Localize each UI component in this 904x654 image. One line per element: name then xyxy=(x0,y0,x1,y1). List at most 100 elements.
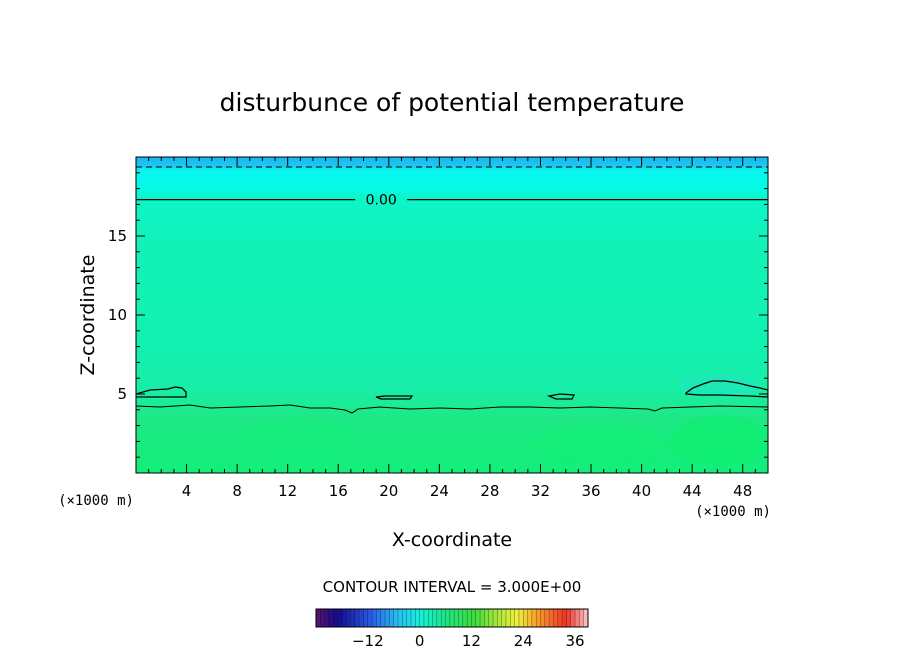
colorbar-cell xyxy=(432,609,438,627)
colorbar-cell xyxy=(328,609,334,627)
x-tick-label: 12 xyxy=(278,482,297,500)
colorbar-cell xyxy=(510,609,515,627)
x-tick-label: 8 xyxy=(232,482,242,500)
colorbar-cell xyxy=(428,609,433,627)
plot-area xyxy=(135,156,769,474)
colorbar xyxy=(315,608,589,628)
z-unit-label: (×1000 m) xyxy=(58,493,134,509)
colorbar-cell xyxy=(454,609,459,627)
contour-island xyxy=(685,380,768,398)
colorbar-cell xyxy=(536,609,541,627)
field-fill xyxy=(136,157,768,473)
colorbar-tick-label: 24 xyxy=(514,632,533,650)
x-tick-label: 40 xyxy=(632,482,651,500)
colorbar-cell xyxy=(484,609,489,627)
warm-blob xyxy=(530,425,670,465)
colorbar-cell xyxy=(380,609,386,627)
cool-blob xyxy=(680,373,760,397)
x-tick-labels: 4 8 12 16 20 24 28 32 36 40 44 48 xyxy=(182,482,752,500)
colorbar-cell xyxy=(415,609,420,627)
colorbar-cell xyxy=(389,609,394,627)
contour-lower-boundary xyxy=(136,404,768,414)
colorbar-cell xyxy=(514,609,520,627)
colorbar-cell xyxy=(341,609,347,627)
axis-ticks xyxy=(136,157,768,473)
y-tick-label: 5 xyxy=(117,385,127,403)
colorbar-cell xyxy=(449,609,455,627)
contour-island xyxy=(375,395,414,400)
colorbar-cell xyxy=(346,609,351,627)
colorbar-cell xyxy=(354,609,360,627)
colorbar-cell xyxy=(333,609,338,627)
colorbar-cell xyxy=(553,609,558,627)
x-tick-label: 28 xyxy=(480,482,499,500)
contour-island xyxy=(136,386,187,398)
colorbar-tick-label: 0 xyxy=(415,632,425,650)
colorbar-cell xyxy=(518,609,524,627)
colorbar-tick-label: 12 xyxy=(462,632,481,650)
colorbar-cell xyxy=(583,609,589,627)
colorbar-cell xyxy=(458,609,463,627)
contour-lines xyxy=(136,166,768,414)
y-axis-label: Z-coordinate xyxy=(77,255,99,376)
colorbar-tick-labels: −12 0 12 24 36 xyxy=(352,632,585,650)
x-axis-label: X-coordinate xyxy=(392,529,512,551)
colorbar-cell xyxy=(566,609,571,627)
contour-labels: 0.00 xyxy=(136,193,768,209)
contour-label: 0.00 xyxy=(366,193,397,209)
warm-blob xyxy=(670,415,768,465)
colorbar-cell xyxy=(376,609,381,627)
colorbar-cell xyxy=(337,609,343,627)
colorbar-cell xyxy=(393,609,399,627)
colorbar-cell xyxy=(488,609,494,627)
x-tick-label: 36 xyxy=(581,482,600,500)
x-tick-label: 16 xyxy=(329,482,348,500)
colorbar-cell xyxy=(527,609,533,627)
colorbar-frame xyxy=(315,608,589,628)
colorbar-cell xyxy=(562,609,567,627)
colorbar-cell xyxy=(579,609,584,627)
colorbar-cell xyxy=(523,609,528,627)
colorbar-cell xyxy=(493,609,498,627)
y-tick-label: 15 xyxy=(108,227,127,245)
colorbar-cell xyxy=(436,609,442,627)
colorbar-cell xyxy=(410,609,416,627)
x-unit-label: (×1000 m) xyxy=(695,504,771,520)
colorbar-cell xyxy=(540,609,546,627)
colorbar-cell xyxy=(350,609,356,627)
x-tick-label: 24 xyxy=(430,482,449,500)
colorbar-cell xyxy=(475,609,481,627)
contour-interval-text: CONTOUR INTERVAL = 3.000E+00 xyxy=(323,578,582,596)
colorbar-cell xyxy=(501,609,507,627)
colorbar-cell xyxy=(462,609,468,627)
colorbar-cell xyxy=(359,609,364,627)
x-tick-label: 44 xyxy=(683,482,702,500)
chart-title: disturbunce of potential temperature xyxy=(220,88,685,117)
colorbar-cell xyxy=(471,609,476,627)
colorbar-cell xyxy=(372,609,377,627)
colorbar-cell xyxy=(367,609,373,627)
field-blobs xyxy=(240,373,768,465)
colorbar-tick-label: −12 xyxy=(352,632,384,650)
colorbar-cell xyxy=(445,609,451,627)
colorbar-cell xyxy=(406,609,412,627)
y-tick-labels: 5 10 15 xyxy=(108,227,127,403)
colorbar-cell xyxy=(531,609,537,627)
x-tick-label: 4 xyxy=(182,482,192,500)
x-tick-label: 32 xyxy=(531,482,550,500)
warm-blob xyxy=(240,418,360,462)
colorbar-cell xyxy=(557,609,563,627)
y-tick-label: 10 xyxy=(108,306,127,324)
colorbar-cell xyxy=(549,609,554,627)
contour-island xyxy=(546,393,576,400)
colorbar-cell xyxy=(575,609,580,627)
colorbar-tick-label: 36 xyxy=(566,632,585,650)
colorbar-cell xyxy=(505,609,511,627)
colorbar-cell xyxy=(419,609,425,627)
colorbar-cell xyxy=(363,609,369,627)
colorbar-cell xyxy=(480,609,485,627)
colorbar-cell xyxy=(398,609,403,627)
colorbar-cell xyxy=(497,609,502,627)
x-tick-label: 20 xyxy=(379,482,398,500)
